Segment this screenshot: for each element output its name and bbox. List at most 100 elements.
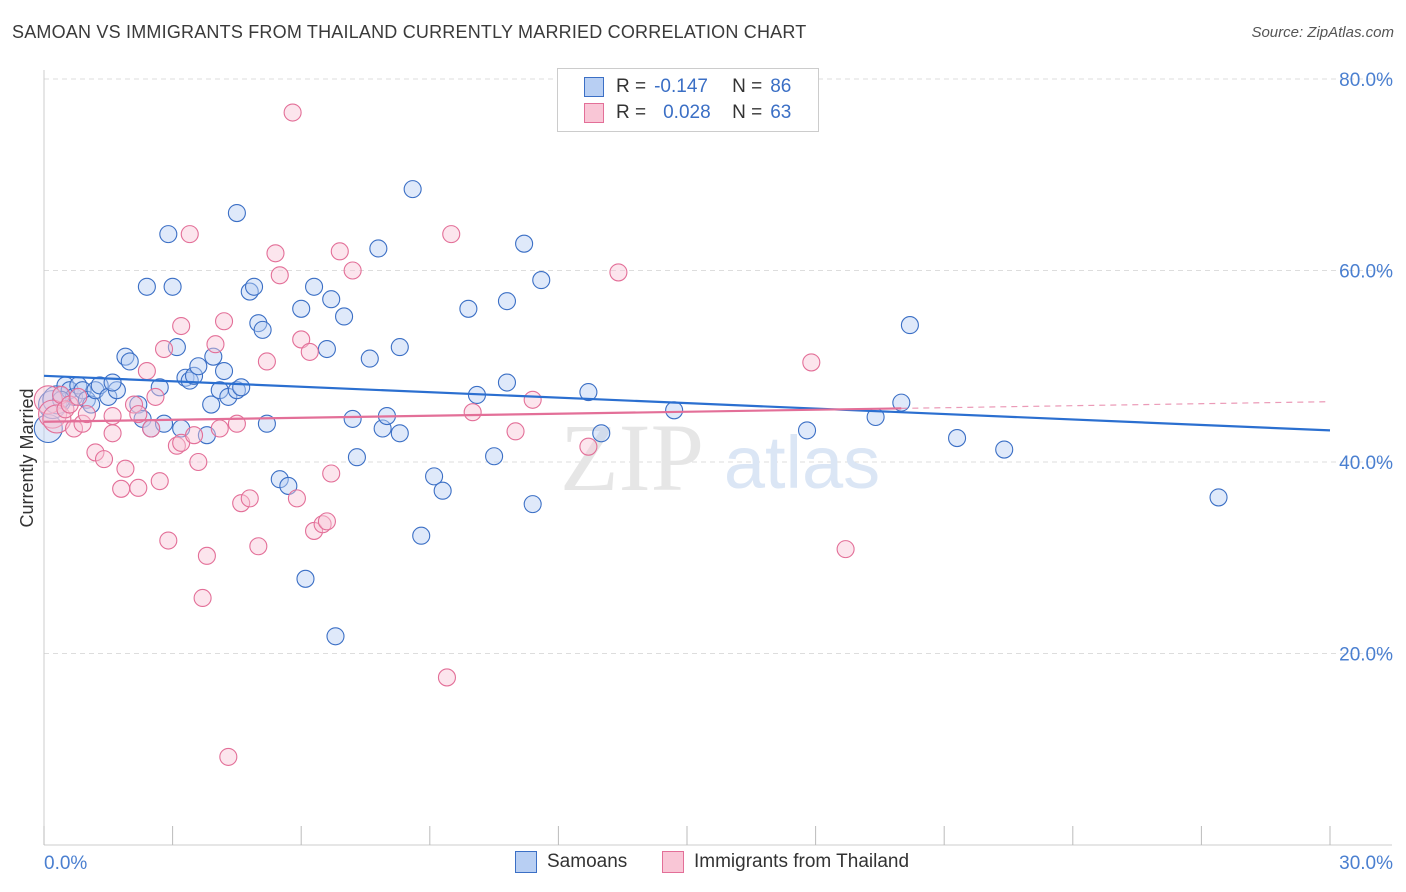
- legend-swatch-blue: [584, 77, 604, 97]
- samoans-point: [360, 349, 379, 368]
- samoans-point: [459, 299, 478, 318]
- samoans-point: [129, 395, 148, 414]
- thailand-point: [292, 330, 311, 349]
- thailand-point: [343, 261, 362, 280]
- thailand-trend-line-extension: [901, 401, 1331, 409]
- thailand-point: [103, 406, 122, 426]
- samoans-point: [120, 352, 139, 371]
- thailand-point: [836, 540, 855, 559]
- samoans-point: [253, 320, 272, 339]
- y-tick-label: 60.0%: [1339, 262, 1393, 283]
- samoans-point: [202, 395, 221, 414]
- y-tick-label: 80.0%: [1339, 70, 1393, 91]
- legend-n-label: N =: [732, 102, 763, 123]
- thailand-points: [33, 103, 855, 766]
- samoans-point: [900, 316, 919, 335]
- samoans-point: [948, 429, 967, 448]
- samoans-point: [159, 225, 178, 244]
- samoans-point: [137, 277, 156, 296]
- thailand-point: [506, 422, 525, 441]
- samoans-point: [347, 448, 366, 467]
- samoans-point: [150, 378, 169, 397]
- samoans-point: [163, 277, 182, 296]
- x-tick-label-max: 30.0%: [1339, 853, 1393, 874]
- samoans-point: [244, 277, 264, 296]
- chart-title: SAMOAN VS IMMIGRANTS FROM THAILAND CURRE…: [12, 22, 807, 42]
- x-tick-label-min: 0.0%: [44, 853, 87, 874]
- samoans-point: [390, 338, 409, 357]
- thailand-point: [42, 404, 72, 434]
- legend-n-value-samoans: 86: [770, 76, 792, 97]
- thailand-point: [159, 531, 178, 550]
- thailand-point: [523, 390, 542, 409]
- thailand-point: [270, 266, 289, 285]
- legend-r-value-samoans: -0.147: [654, 76, 708, 97]
- samoans-point: [305, 277, 324, 296]
- thailand-point: [116, 459, 135, 478]
- thailand-point: [69, 387, 88, 406]
- samoans-point: [326, 627, 345, 646]
- bottom-legend-swatch-blue: [515, 851, 537, 873]
- bottom-legend-thailand[interactable]: Immigrants from Thailand: [662, 851, 909, 873]
- thailand-point: [330, 242, 349, 261]
- thailand-point: [112, 479, 131, 498]
- thailand-point: [129, 478, 148, 497]
- thailand-point: [437, 668, 456, 687]
- legend-n-label: N =: [732, 76, 763, 97]
- samoans-point: [189, 357, 208, 376]
- thailand-point: [214, 312, 234, 331]
- samoans-point: [485, 447, 504, 466]
- samoans-point: [425, 467, 444, 486]
- source-label: Source: ZipAtlas.com: [1251, 24, 1394, 41]
- thailand-point: [579, 437, 598, 456]
- thailand-point: [154, 339, 174, 359]
- samoans-point: [296, 569, 315, 588]
- samoans-point: [497, 292, 517, 311]
- thailand-point: [802, 353, 821, 372]
- y-tick-label: 40.0%: [1339, 453, 1393, 474]
- watermark-atlas: atlas: [724, 421, 880, 504]
- thailand-point: [197, 546, 216, 565]
- bottom-legend-swatch-pink: [662, 851, 684, 873]
- samoans-point: [317, 339, 336, 359]
- samoans-point: [232, 378, 251, 397]
- thailand-point: [300, 342, 319, 361]
- samoans-point: [497, 373, 517, 392]
- y-tick-label: 20.0%: [1339, 645, 1393, 666]
- samoans-point: [279, 476, 298, 495]
- samoans-point: [403, 180, 422, 199]
- thailand-point: [150, 472, 169, 491]
- samoans-point: [433, 481, 452, 500]
- watermark-zip: ZIP: [560, 404, 704, 511]
- thailand-point: [210, 419, 229, 438]
- thailand-point: [146, 387, 165, 406]
- samoans-trend-line: [43, 374, 1331, 432]
- thailand-point: [206, 335, 225, 354]
- bottom-legend-label-samoans: Samoans: [547, 851, 628, 872]
- thailand-point: [129, 405, 148, 424]
- thailand-point: [219, 747, 238, 766]
- samoans-point: [515, 234, 534, 253]
- legend-swatch-pink: [584, 103, 604, 123]
- thailand-point: [137, 361, 156, 381]
- samoans-point: [1209, 488, 1228, 507]
- thailand-point: [283, 103, 302, 122]
- legend-n-value-thailand: 63: [770, 102, 792, 123]
- samoans-point: [322, 290, 341, 309]
- samoans-point: [369, 239, 388, 258]
- tick-labels: 20.0% 40.0% 60.0% 80.0% 0.0% 30.0%: [44, 70, 1393, 874]
- samoans-point: [532, 271, 551, 290]
- thailand-point: [64, 419, 84, 438]
- thailand-point: [609, 263, 628, 282]
- samoans-point: [390, 424, 409, 443]
- bottom-legend-samoans[interactable]: Samoans: [515, 851, 627, 873]
- samoans-point: [184, 366, 204, 385]
- thailand-point: [142, 419, 161, 438]
- samoans-point: [214, 361, 234, 381]
- legend-r-value-thailand: 0.028: [663, 102, 711, 123]
- bottom-legend-label-thailand: Immigrants from Thailand: [694, 851, 910, 872]
- axes: [43, 70, 1392, 846]
- thailand-point: [249, 537, 268, 556]
- samoans-point: [227, 204, 246, 223]
